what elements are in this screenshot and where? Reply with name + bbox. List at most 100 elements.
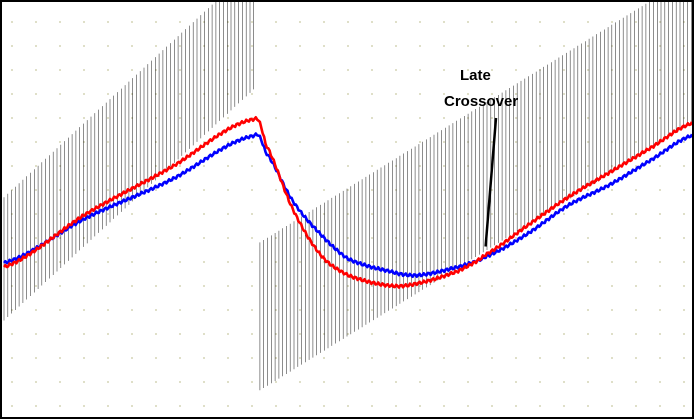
- grid-dot: [155, 21, 157, 23]
- grid-dot: [83, 381, 85, 383]
- grid-dot: [107, 189, 109, 191]
- grid-dot: [251, 285, 253, 287]
- grid-dot: [59, 117, 61, 119]
- grid-dot: [35, 405, 37, 407]
- grid-dot: [347, 213, 349, 215]
- grid-dot: [443, 165, 445, 167]
- grid-dot: [275, 93, 277, 95]
- grid-dot: [587, 141, 589, 143]
- grid-dot: [563, 189, 565, 191]
- grid-dot: [179, 237, 181, 239]
- grid-dot: [59, 93, 61, 95]
- grid-dot: [179, 285, 181, 287]
- grid-dot: [107, 45, 109, 47]
- grid-dot: [635, 237, 637, 239]
- grid-dot: [179, 93, 181, 95]
- grid-dot: [563, 21, 565, 23]
- grid-dot: [515, 405, 517, 407]
- grid-dot: [107, 93, 109, 95]
- grid-dot: [131, 333, 133, 335]
- grid-dot: [467, 333, 469, 335]
- grid-dot: [539, 261, 541, 263]
- grid-dot: [467, 285, 469, 287]
- grid-dot: [395, 381, 397, 383]
- grid-dot: [155, 45, 157, 47]
- grid-dot: [515, 141, 517, 143]
- grid-dot: [659, 45, 661, 47]
- grid-dot: [419, 285, 421, 287]
- grid-dot: [347, 261, 349, 263]
- grid-dot: [443, 381, 445, 383]
- grid-dot: [563, 237, 565, 239]
- grid-dot: [635, 213, 637, 215]
- grid-dot: [59, 333, 61, 335]
- grid-dot: [467, 21, 469, 23]
- grid-dot: [587, 405, 589, 407]
- grid-dot: [371, 261, 373, 263]
- grid-dot: [323, 69, 325, 71]
- grid-dot: [11, 165, 13, 167]
- grid-dot: [323, 21, 325, 23]
- series-line-1: [2, 132, 694, 278]
- grid-dot: [299, 21, 301, 23]
- grid-dot: [131, 21, 133, 23]
- grid-dot: [371, 213, 373, 215]
- grid-dot: [251, 69, 253, 71]
- grid-dot: [371, 237, 373, 239]
- grid-dot: [275, 69, 277, 71]
- grid-dot: [491, 21, 493, 23]
- grid-dot: [347, 285, 349, 287]
- grid-dots: [11, 21, 685, 407]
- grid-dot: [395, 405, 397, 407]
- grid-dot: [587, 117, 589, 119]
- grid-dot: [275, 141, 277, 143]
- grid-dot: [683, 357, 685, 359]
- grid-dot: [659, 381, 661, 383]
- grid-dot: [323, 405, 325, 407]
- grid-dot: [587, 189, 589, 191]
- grid-dot: [59, 213, 61, 215]
- grid-dot: [227, 357, 229, 359]
- grid-dot: [419, 357, 421, 359]
- grid-dot: [203, 261, 205, 263]
- grid-dot: [107, 333, 109, 335]
- grid-dot: [251, 381, 253, 383]
- grid-dot: [515, 285, 517, 287]
- grid-dot: [683, 285, 685, 287]
- grid-dot: [203, 357, 205, 359]
- grid-dot: [83, 309, 85, 311]
- grid-dot: [395, 141, 397, 143]
- grid-dot: [563, 93, 565, 95]
- grid-dot: [491, 405, 493, 407]
- grid-dot: [299, 357, 301, 359]
- grid-dot: [587, 93, 589, 95]
- grid-dot: [227, 237, 229, 239]
- grid-dot: [659, 285, 661, 287]
- grid-dot: [563, 213, 565, 215]
- grid-dot: [611, 285, 613, 287]
- grid-dot: [107, 405, 109, 407]
- grid-dot: [227, 141, 229, 143]
- grid-dot: [203, 237, 205, 239]
- grid-dot: [299, 309, 301, 311]
- grid-dot: [179, 405, 181, 407]
- grid-dot: [611, 21, 613, 23]
- grid-dot: [11, 93, 13, 95]
- grid-dot: [131, 261, 133, 263]
- grid-dot: [395, 357, 397, 359]
- grid-dot: [659, 213, 661, 215]
- grid-dot: [203, 333, 205, 335]
- grid-dot: [155, 381, 157, 383]
- grid-dot: [35, 261, 37, 263]
- grid-dot: [83, 21, 85, 23]
- grid-dot: [179, 333, 181, 335]
- grid-dot: [11, 357, 13, 359]
- grid-dot: [419, 333, 421, 335]
- grid-dot: [155, 309, 157, 311]
- grid-dot: [275, 405, 277, 407]
- grid-dot: [611, 261, 613, 263]
- grid-dot: [419, 93, 421, 95]
- grid-dot: [35, 93, 37, 95]
- grid-dot: [395, 21, 397, 23]
- grid-dot: [395, 93, 397, 95]
